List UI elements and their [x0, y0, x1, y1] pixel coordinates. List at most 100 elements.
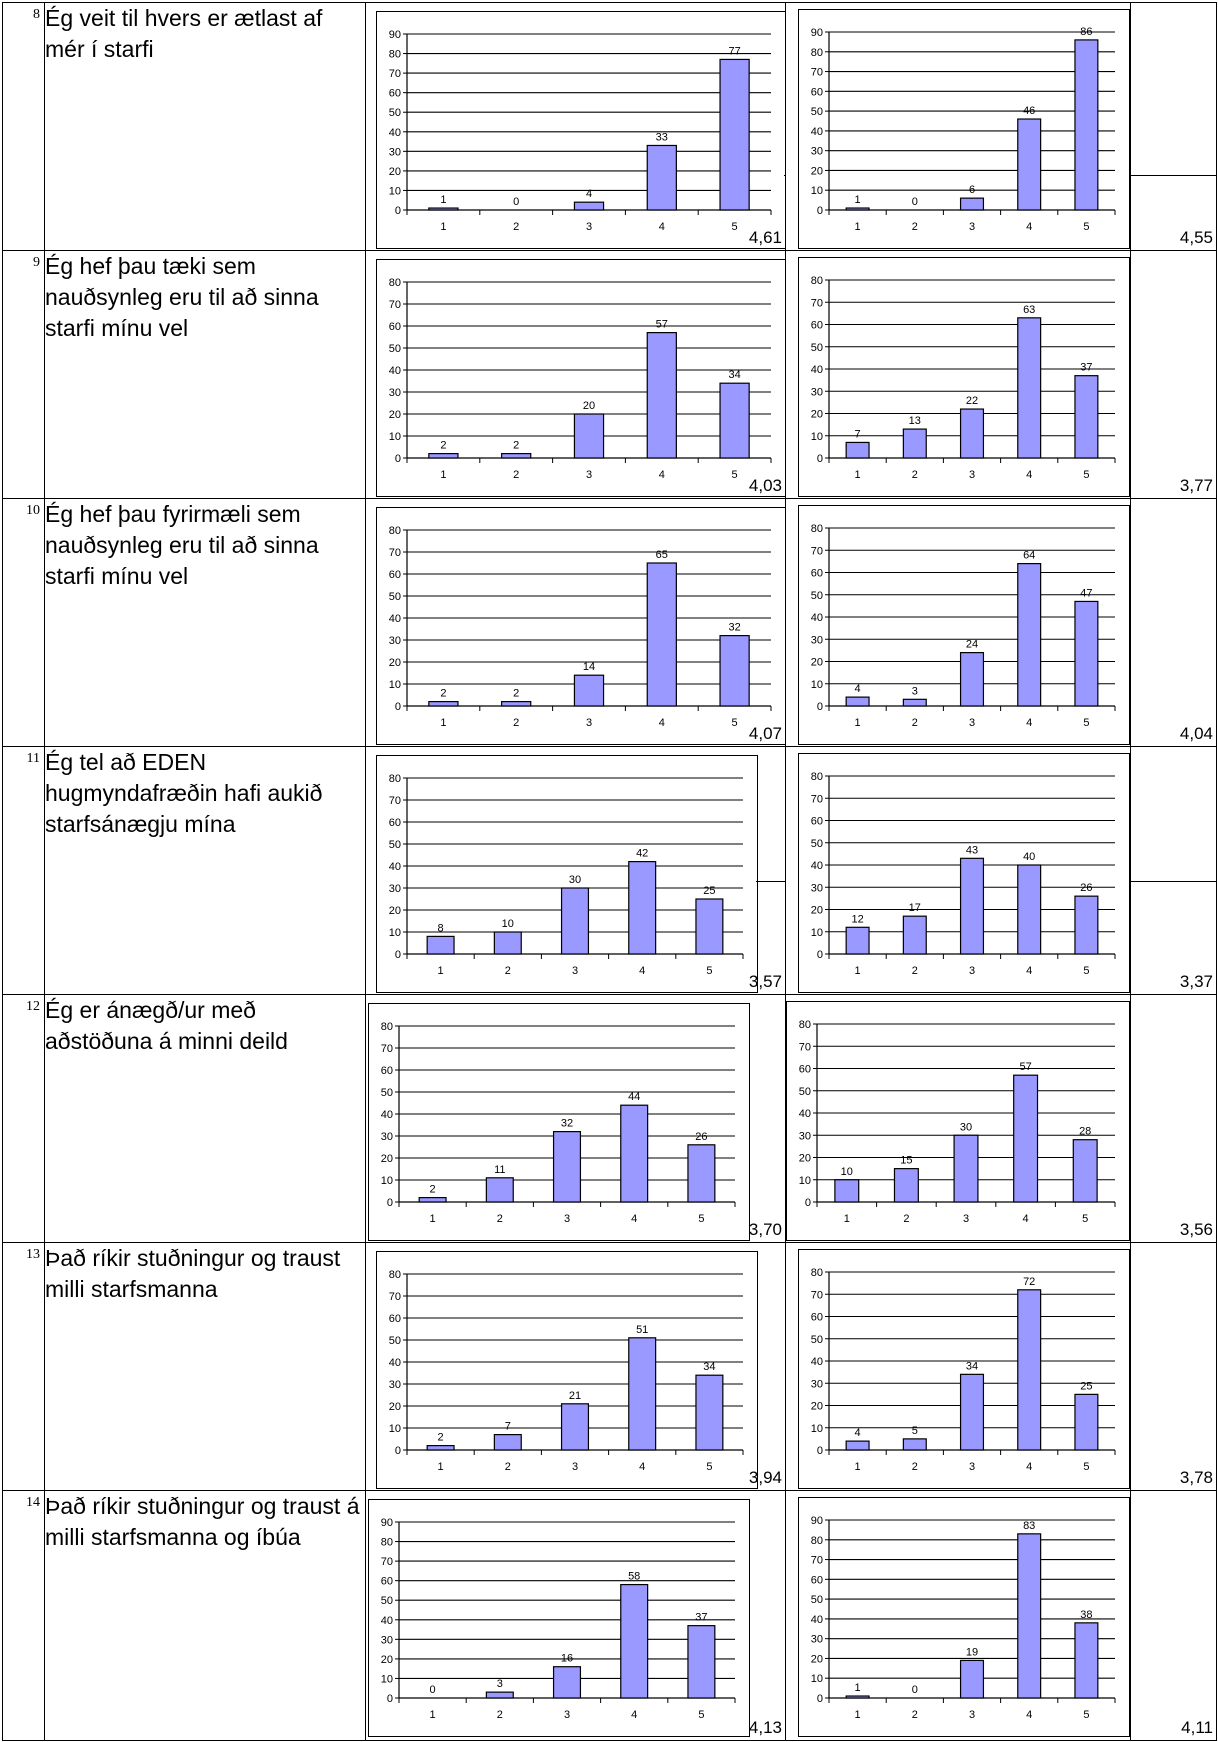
- data-label: 5: [912, 1425, 918, 1437]
- bar: [719, 382, 750, 459]
- y-tick-label: 80: [811, 1535, 823, 1547]
- x-tick-label: 2: [505, 965, 511, 977]
- data-label: 21: [569, 1390, 581, 1402]
- data-label: 19: [966, 1646, 978, 1658]
- y-tick-label: 10: [389, 679, 401, 691]
- data-label: 4: [855, 683, 861, 695]
- bar: [1072, 1139, 1098, 1203]
- y-tick-label: 70: [811, 1289, 823, 1301]
- x-tick-label: 2: [912, 1461, 918, 1473]
- chart-svg: 0 10 20 30 40 50 60 70 80 12 1 17 2 43 3 40 4 26 5: [811, 771, 1116, 977]
- x-tick-label: 4: [1026, 717, 1032, 729]
- bar: [560, 1403, 590, 1451]
- bar: [485, 1691, 514, 1699]
- data-label: 2: [430, 1184, 436, 1196]
- question-number: 9: [33, 255, 40, 270]
- x-tick-label: 2: [912, 469, 918, 481]
- bar-chart-b: 0 10 20 30 40 50 60 70 80 10 1 15 2 30 3 57 4 28 5: [786, 1001, 1130, 1241]
- data-label: 12: [851, 913, 863, 925]
- y-tick-label: 70: [381, 1043, 393, 1055]
- y-tick-label: 60: [811, 568, 823, 580]
- bar: [646, 144, 677, 211]
- data-label: 13: [909, 415, 921, 427]
- question-number: 8: [33, 7, 40, 22]
- data-label: 30: [569, 874, 581, 886]
- data-label: 17: [909, 902, 921, 914]
- y-tick-label: 20: [811, 905, 823, 917]
- mean-divider-line: [784, 175, 785, 176]
- y-tick-label: 30: [381, 1634, 393, 1646]
- data-label: 63: [1023, 304, 1035, 316]
- bar-chart-a: 0 10 20 30 40 50 60 70 80 2 1 11 2 32 3 44 4 26 5: [368, 1003, 750, 1241]
- bar: [646, 331, 677, 459]
- y-tick-label: 80: [799, 1019, 811, 1031]
- y-tick-label: 50: [811, 342, 823, 354]
- x-tick-label: 5: [1083, 469, 1089, 481]
- y-tick-label: 50: [381, 1595, 393, 1607]
- question-number: 13: [26, 1247, 40, 1262]
- bar: [620, 1104, 649, 1203]
- bar-chart-b: 0 10 20 30 40 50 60 70 80 90 1 1 0 2 19 3 83 4 38 5: [798, 1497, 1130, 1737]
- y-tick-label: 50: [811, 1334, 823, 1346]
- mean-value-a: 4,61: [748, 228, 782, 247]
- x-tick-label: 5: [1083, 965, 1089, 977]
- y-tick-label: 70: [389, 68, 401, 80]
- bar-chart-a: 0 10 20 30 40 50 60 70 80 8 1 10 2 30 3 42 4 25 5: [376, 755, 758, 993]
- x-tick-label: 3: [969, 469, 975, 481]
- bar: [959, 197, 985, 211]
- bar: [959, 1373, 985, 1451]
- chart-svg: 0 10 20 30 40 50 60 70 80 4 1 3 2 24 3 64 4 47 5: [811, 523, 1116, 729]
- y-tick-label: 80: [389, 49, 401, 61]
- bar: [959, 1659, 985, 1699]
- chart-cell-a: 0 10 20 30 40 50 60 70 80 2 1 2 2 14 3 65 4 32 5 4,07: [365, 498, 786, 747]
- data-label: 0: [513, 196, 519, 208]
- x-tick-label: 1: [440, 221, 446, 233]
- data-label: 7: [505, 1421, 511, 1433]
- bar: [493, 931, 522, 955]
- y-tick-label: 30: [811, 146, 823, 158]
- y-tick-label: 20: [389, 166, 401, 178]
- bar: [501, 701, 532, 707]
- bar: [902, 1438, 927, 1451]
- question-number-cell: 8: [2, 2, 45, 251]
- x-tick-label: 4: [639, 965, 645, 977]
- chart-cell-a: 0 10 20 30 40 50 60 70 80 8 1 10 2 30 3 42 4 25 5 3,57: [365, 746, 786, 995]
- mean-value-a: 4,03: [748, 476, 782, 495]
- mean-divider-line: [1131, 881, 1216, 882]
- bar: [493, 1434, 522, 1451]
- y-tick-label: 30: [389, 883, 401, 895]
- y-tick-label: 30: [811, 1378, 823, 1390]
- mean-cell-b: 3,56: [1130, 994, 1217, 1243]
- y-tick-label: 10: [811, 185, 823, 197]
- data-label: 72: [1023, 1276, 1035, 1288]
- y-tick-label: 80: [389, 1269, 401, 1281]
- data-label: 77: [728, 45, 740, 57]
- y-tick-label: 40: [389, 613, 401, 625]
- bar: [428, 453, 459, 459]
- data-label: 20: [583, 400, 595, 412]
- bar: [902, 428, 927, 459]
- y-tick-label: 50: [389, 107, 401, 119]
- chart-cell-a: 0 10 20 30 40 50 60 70 80 2 1 2 2 20 3 57 4 34 5 4,03: [365, 250, 786, 499]
- question-row: 9 Ég hef þau tæki sem nauðsynleg eru til …: [2, 250, 1217, 499]
- y-tick-label: 80: [811, 523, 823, 535]
- bar-chart-b: 0 10 20 30 40 50 60 70 80 12 1 17 2 43 3 40 4 26 5: [798, 753, 1130, 993]
- bar: [845, 696, 870, 707]
- mean-value-a: 4,13: [748, 1718, 782, 1737]
- question-number-cell: 9: [2, 250, 45, 499]
- mean-value-b: 3,77: [1179, 476, 1213, 495]
- data-label: 37: [1080, 362, 1092, 374]
- data-label: 38: [1080, 1609, 1092, 1621]
- x-tick-label: 1: [855, 469, 861, 481]
- x-tick-label: 3: [586, 717, 592, 729]
- data-label: 44: [628, 1091, 640, 1103]
- bar: [485, 1177, 514, 1203]
- bar: [687, 1144, 716, 1203]
- data-label: 42: [636, 848, 648, 860]
- chart-cell-a: 0 10 20 30 40 50 60 70 80 90 1 1 0 2 4 3 33 4 77 5 4,61: [365, 2, 786, 251]
- x-tick-label: 1: [440, 469, 446, 481]
- y-tick-label: 20: [799, 1153, 811, 1165]
